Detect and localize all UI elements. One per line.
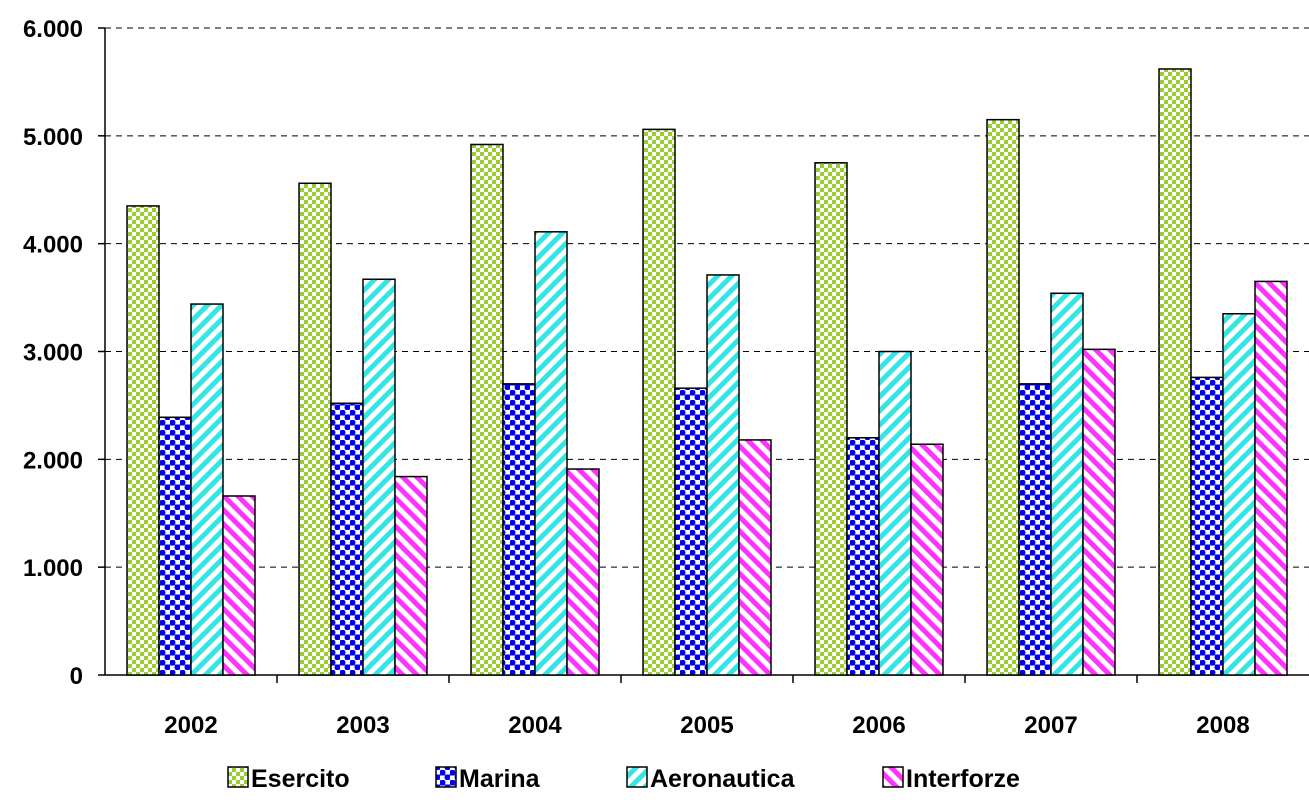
bar-marina-2005 [674,387,708,676]
y-tick-label: 3.000 [23,340,83,367]
bar-esercito-2003 [298,182,332,676]
bar-interforze-2007 [1082,348,1116,676]
bar-esercito-2007 [986,118,1020,676]
legend-swatch-aeronautica [626,766,648,788]
bar-aeronautica-2006 [878,350,912,676]
bar-esercito-2008 [1158,68,1192,676]
bar-interforze-2006 [910,443,944,676]
bar-esercito-2004 [470,143,504,676]
bar-interforze-2002 [222,495,256,676]
x-tick-label: 2008 [1196,712,1249,739]
legend-label-esercito: Esercito [251,765,350,793]
bar-esercito-2006 [814,162,848,676]
legend-label-interforze: Interforze [906,765,1020,793]
bar-marina-2003 [330,402,364,676]
bar-interforze-2005 [738,439,772,676]
bar-marina-2004 [502,383,536,676]
bar-interforze-2008 [1254,280,1288,676]
bar-marina-2008 [1190,376,1224,676]
bar-esercito-2005 [642,128,676,676]
bar-interforze-2004 [566,468,600,676]
legend: Esercito Marina Aeronautica Interforze [227,765,1020,793]
y-tick-label: 5.000 [23,124,83,151]
bar-aeronautica-2008 [1222,313,1256,676]
x-tick-label: 2007 [1024,712,1077,739]
x-tick-label: 2003 [336,712,389,739]
bar-aeronautica-2004 [534,231,568,676]
legend-swatch-esercito [227,766,249,788]
bar-esercito-2002 [126,205,160,676]
bar-aeronautica-2005 [706,274,740,676]
tick-labels: 0 1.000 2.000 3.000 4.000 5.000 6.000 2002 2003 2… [23,16,1250,739]
x-tick-label: 2006 [852,712,905,739]
y-tick-label: 1.000 [23,555,83,582]
bar-marina-2006 [846,437,880,676]
legend-swatch-interforze [882,766,904,788]
x-tick-label: 2005 [680,712,733,739]
bar-aeronautica-2002 [190,303,224,676]
bar-interforze-2003 [394,475,428,676]
bars [126,68,1288,676]
y-tick-label: 6.000 [23,16,83,43]
bar-marina-2007 [1018,383,1052,676]
y-tick-label: 4.000 [23,232,83,259]
x-tick-label: 2002 [164,712,217,739]
legend-label-marina: Marina [459,765,541,793]
bar-aeronautica-2003 [362,278,396,676]
x-tick-label: 2004 [508,712,562,739]
legend-swatch-marina [435,766,457,788]
y-tick-label: 0 [70,663,83,690]
y-tick-label: 2.000 [23,447,83,474]
bar-aeronautica-2007 [1050,292,1084,676]
bar-marina-2002 [158,416,192,676]
legend-label-aeronautica: Aeronautica [650,765,796,793]
